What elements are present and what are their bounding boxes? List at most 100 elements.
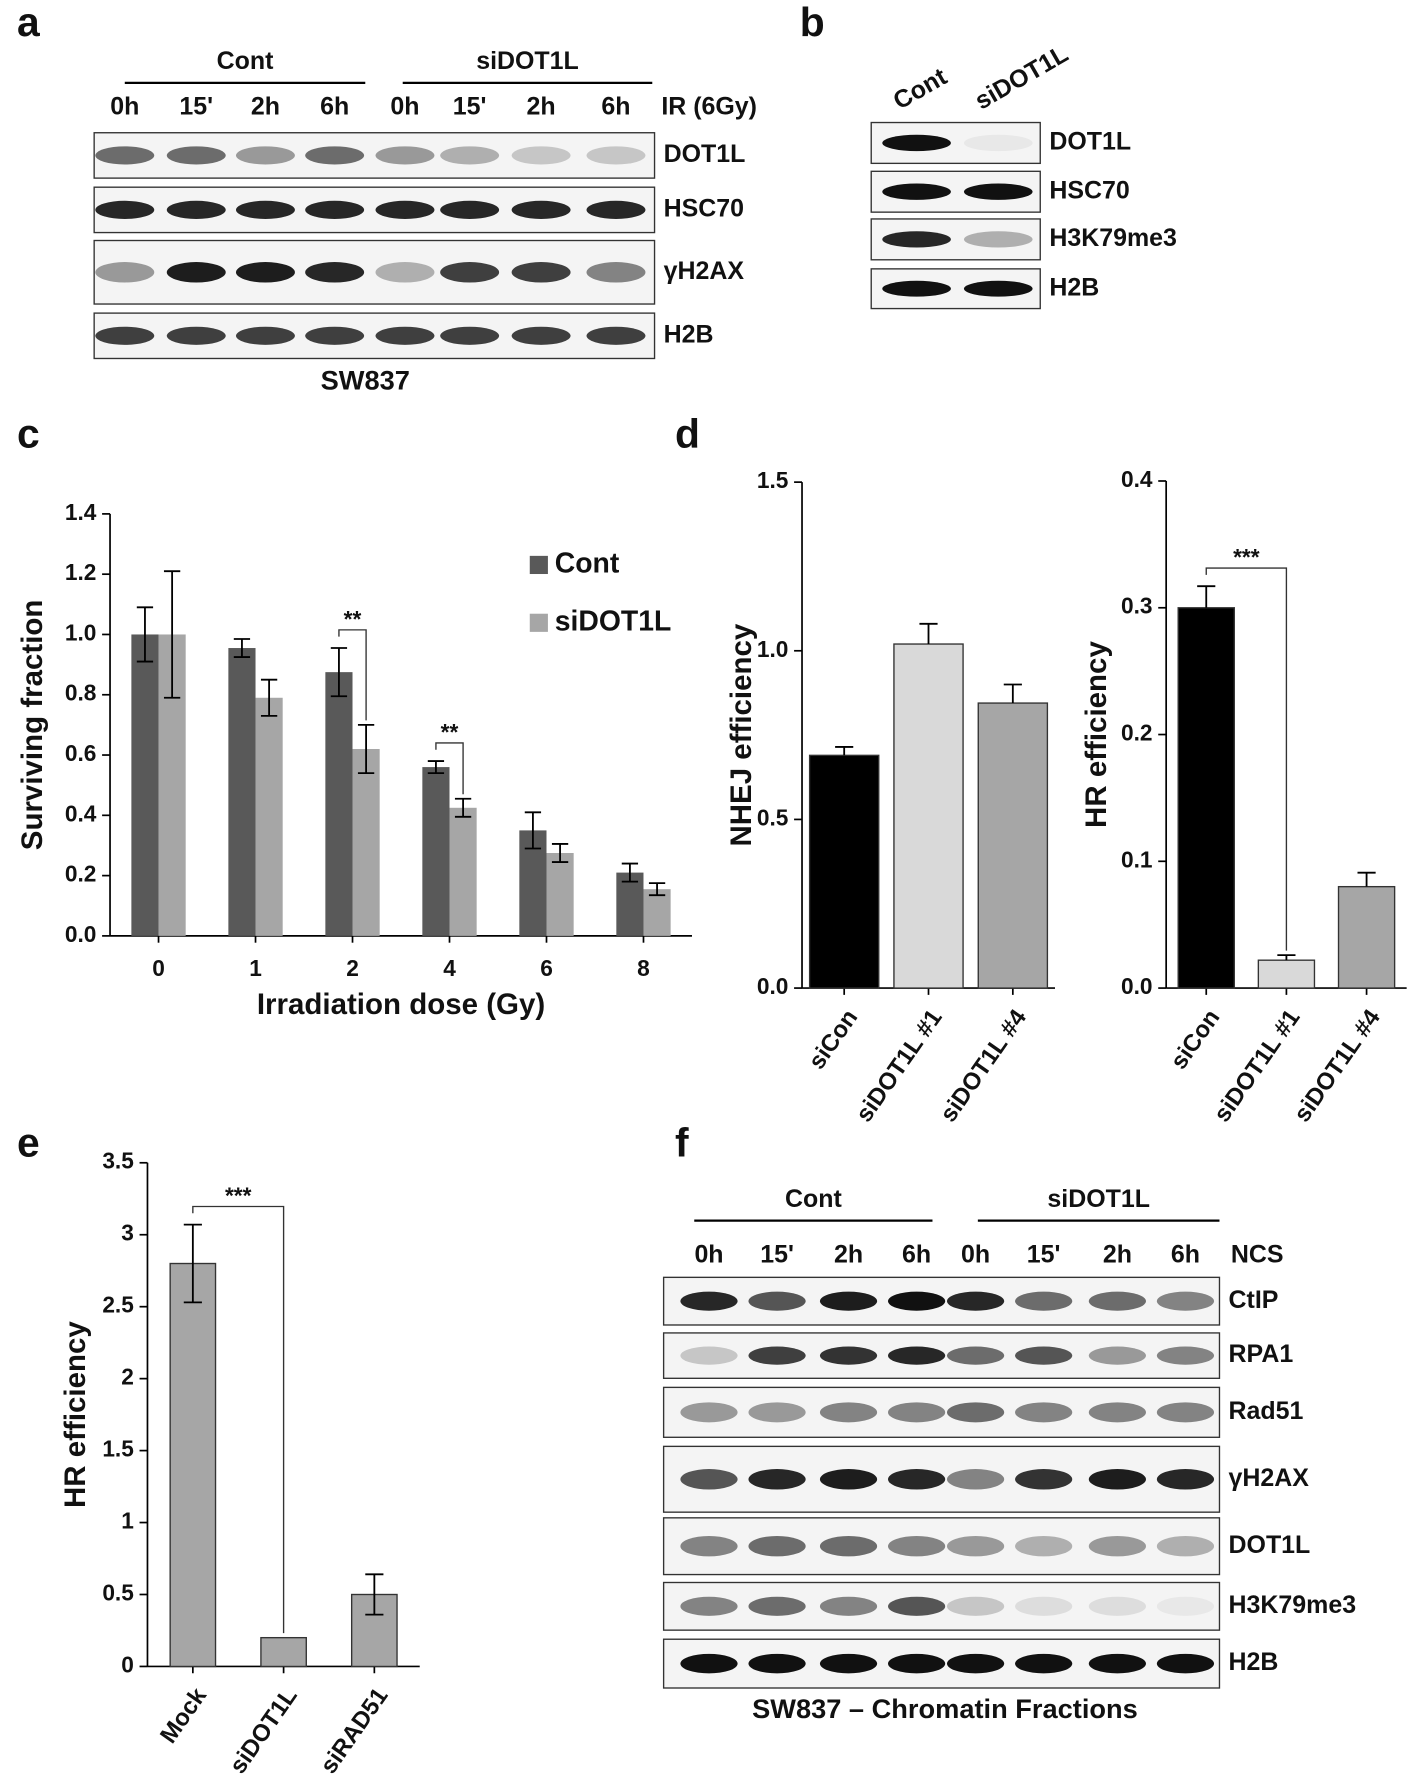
band xyxy=(946,1596,1005,1616)
band xyxy=(748,1346,806,1365)
x-tick-label: siDOT1L #1 xyxy=(851,1005,948,1127)
band xyxy=(1156,1653,1215,1674)
band xyxy=(819,1402,878,1423)
band xyxy=(511,326,571,345)
band xyxy=(1015,1653,1073,1674)
bar xyxy=(325,672,353,936)
bar xyxy=(449,807,477,936)
group-label: Cont xyxy=(217,47,274,75)
band xyxy=(748,1469,806,1490)
band xyxy=(235,200,295,219)
band xyxy=(680,1469,738,1490)
y-tick-label: 0.5 xyxy=(102,1579,134,1605)
band xyxy=(748,1653,806,1674)
band xyxy=(1015,1346,1073,1365)
error-bar xyxy=(163,570,181,699)
y-tick-label: 0.2 xyxy=(1121,720,1153,746)
band xyxy=(1088,1653,1146,1674)
y-tick-label: 2.5 xyxy=(102,1292,134,1318)
band xyxy=(819,1346,878,1365)
lane-label: 0h xyxy=(961,1240,990,1268)
x-tick-label: 8 xyxy=(637,955,650,981)
error-bar xyxy=(648,882,666,897)
error-bar xyxy=(427,760,445,775)
caption: SW837 – Chromatin Fractions xyxy=(752,1693,1138,1724)
y-tick-label: 0.6 xyxy=(65,740,97,766)
band xyxy=(1156,1291,1215,1311)
lane-label: 0h xyxy=(390,92,419,120)
lane-label: 0h xyxy=(110,92,139,120)
band xyxy=(586,200,646,219)
band xyxy=(305,200,365,219)
lane-label: 2h xyxy=(251,92,280,120)
band xyxy=(946,1291,1005,1311)
band xyxy=(680,1653,738,1674)
row-label: H2B xyxy=(664,320,714,348)
significance-label: ** xyxy=(344,606,362,632)
y-axis-label: NHEJ efficiency xyxy=(725,623,758,846)
band xyxy=(1156,1469,1215,1490)
error-bar xyxy=(835,746,854,756)
y-tick-label: 0.1 xyxy=(1121,846,1153,872)
error-bar xyxy=(454,797,472,818)
band xyxy=(819,1596,878,1616)
x-tick-label: 4 xyxy=(443,955,456,981)
panel-label: b xyxy=(800,0,825,45)
band xyxy=(680,1402,738,1423)
y-axis-label: Surviving fraction xyxy=(16,600,49,851)
group-label: Cont xyxy=(785,1185,842,1213)
bar xyxy=(131,634,159,936)
band xyxy=(511,200,571,219)
legend-swatch xyxy=(529,555,548,575)
band xyxy=(819,1469,878,1490)
caption: SW837 xyxy=(321,364,410,395)
band xyxy=(440,200,500,219)
panel-label: a xyxy=(17,0,40,45)
band xyxy=(1156,1596,1215,1616)
error-bar xyxy=(365,1573,384,1616)
x-tick-label: 1 xyxy=(249,955,262,981)
significance-bracket xyxy=(338,629,367,721)
x-tick-label: 0 xyxy=(152,955,165,981)
band xyxy=(888,1291,946,1311)
y-tick-label: 0.3 xyxy=(1121,593,1153,619)
x-axis-label: Irradiation dose (Gy) xyxy=(257,988,545,1021)
band xyxy=(375,262,435,283)
lane-label: Cont xyxy=(888,63,951,116)
error-bar xyxy=(260,678,278,717)
band xyxy=(305,262,365,283)
x-tick-label: 2 xyxy=(346,955,359,981)
y-tick-label: 0.0 xyxy=(757,973,789,999)
band xyxy=(1088,1291,1146,1311)
band xyxy=(1015,1402,1073,1423)
y-tick-label: 1.4 xyxy=(65,499,97,525)
band xyxy=(375,326,435,345)
band xyxy=(1088,1596,1146,1616)
band xyxy=(946,1469,1005,1490)
band xyxy=(1015,1596,1073,1616)
band xyxy=(946,1535,1005,1557)
band xyxy=(946,1346,1005,1365)
band xyxy=(680,1291,738,1311)
group-label: siDOT1L xyxy=(1047,1185,1150,1213)
panel-label: e xyxy=(17,1120,40,1166)
y-tick-label: 1.0 xyxy=(757,636,789,662)
band xyxy=(1156,1535,1215,1557)
x-tick-label: siRAD51 xyxy=(315,1683,393,1779)
error-bar xyxy=(357,723,375,775)
band xyxy=(95,326,155,345)
error-bar xyxy=(1277,954,1296,961)
significance-label: ** xyxy=(441,719,459,745)
band xyxy=(1088,1469,1146,1490)
y-tick-label: 0.0 xyxy=(65,921,97,947)
x-tick-label: 6 xyxy=(540,955,553,981)
panel-label: f xyxy=(675,1120,689,1166)
row-label: DOT1L xyxy=(1049,128,1131,156)
band xyxy=(748,1402,806,1423)
x-tick-label: siCon xyxy=(1165,1005,1225,1075)
bar xyxy=(1177,607,1235,989)
band xyxy=(888,1535,946,1557)
band xyxy=(235,326,295,345)
band xyxy=(375,146,435,165)
